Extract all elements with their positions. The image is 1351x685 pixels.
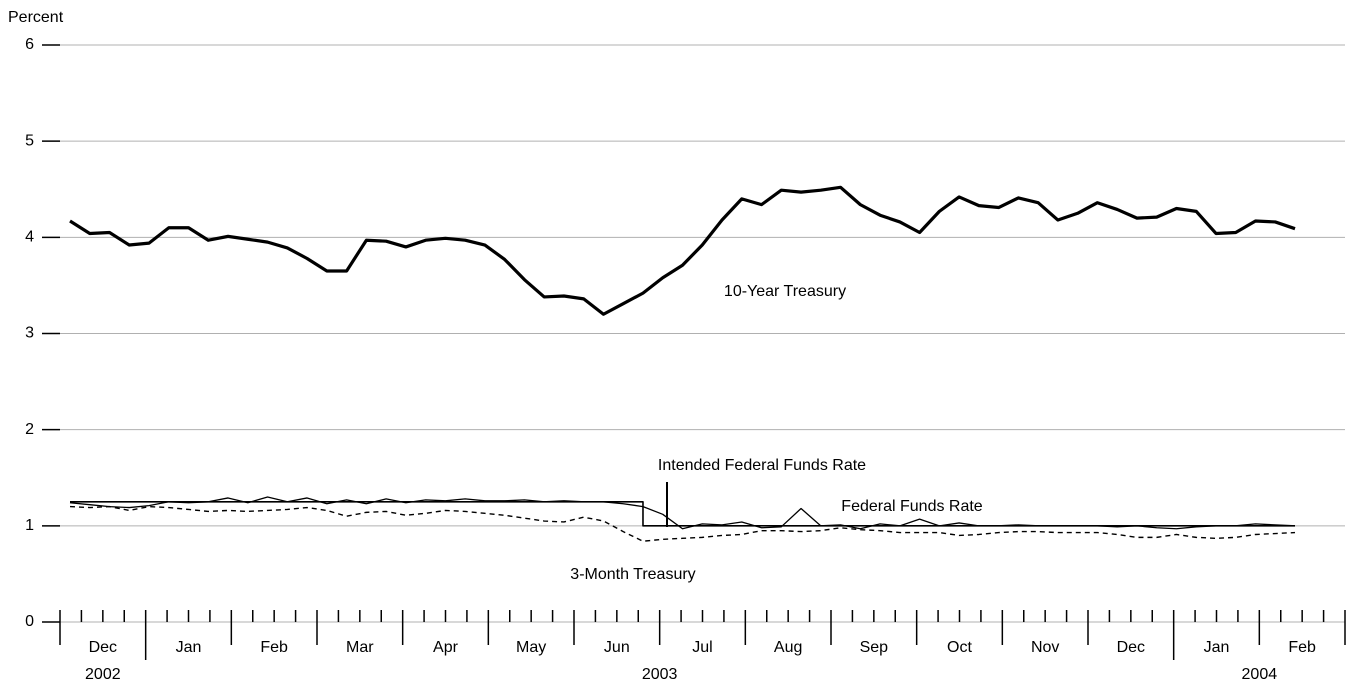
series-line — [69, 185, 1296, 316]
y-tick-label: 6 — [25, 36, 34, 53]
series-line — [69, 505, 1296, 542]
series-label: Federal Funds Rate — [841, 498, 983, 515]
series-line — [69, 496, 1296, 530]
year-label: 2004 — [1242, 666, 1278, 683]
x-tick-label: Jul — [692, 639, 712, 656]
year-label: 2003 — [642, 666, 678, 683]
x-tick-label: Oct — [947, 639, 972, 656]
x-tick-label: Apr — [433, 639, 459, 656]
x-tick-label: Jan — [176, 639, 202, 656]
x-tick-label: Aug — [774, 639, 802, 656]
x-tick-label: Feb — [1288, 639, 1316, 656]
y-tick-label: 1 — [25, 517, 34, 534]
x-tick-label: Dec — [89, 639, 117, 656]
series-line — [70, 500, 1295, 527]
y-tick-label: 4 — [25, 229, 34, 246]
series-label: 10-Year Treasury — [724, 283, 846, 300]
series-label: 3-Month Treasury — [570, 566, 695, 583]
x-tick-label: Mar — [346, 639, 374, 656]
y-tick-label: 2 — [25, 421, 34, 438]
x-tick-label: Dec — [1117, 639, 1145, 656]
series-label: Intended Federal Funds Rate — [658, 457, 866, 474]
y-tick-label: 5 — [25, 132, 34, 149]
x-tick-label: Jan — [1204, 639, 1230, 656]
x-tick-label: Jun — [604, 639, 630, 656]
x-tick-label: Feb — [260, 639, 288, 656]
x-tick-label: Nov — [1031, 639, 1059, 656]
year-label: 2002 — [85, 666, 121, 683]
x-tick-label: May — [516, 639, 546, 656]
y-axis-label: Percent — [8, 9, 64, 26]
y-tick-label: 0 — [25, 613, 34, 630]
x-tick-label: Sep — [860, 639, 889, 656]
y-tick-label: 3 — [25, 325, 34, 342]
